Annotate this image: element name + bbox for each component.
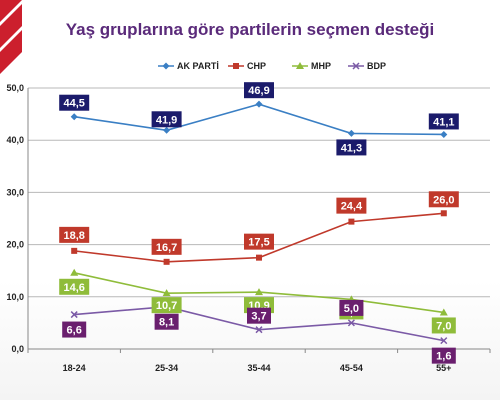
data-label-box-3-3: [339, 299, 364, 316]
data-label-0-4: 41,1: [433, 116, 454, 128]
data-label-3-1: 8,1: [159, 317, 174, 329]
data-label-box-3-0: [62, 321, 87, 338]
legend-label-2: MHP: [311, 61, 331, 71]
data-label-1-1: 16,7: [156, 242, 177, 254]
data-point-1-3: [348, 218, 355, 225]
x-tick-label-4: 55+: [436, 363, 451, 373]
data-label-box-3-2: [247, 307, 271, 324]
y-tick-label-0: 0,0: [11, 344, 24, 354]
data-point-1-1: [163, 258, 170, 265]
data-label-box-1-2: [244, 233, 274, 250]
data-label-box-3-4: [431, 347, 456, 364]
data-point-1-2: [256, 254, 262, 261]
chart-title: Yaş gruplarına göre partilerin seçmen de…: [65, 20, 435, 39]
data-label-1-4: 26,0: [433, 194, 454, 206]
data-label-3-2: 3,7: [251, 311, 266, 323]
y-tick-label-5: 50,0: [6, 83, 24, 93]
data-label-box-2-4: [431, 317, 456, 334]
data-point-1-0: [71, 247, 78, 254]
corner-decoration-middle: [0, 4, 22, 48]
data-point-0-0: [70, 113, 78, 121]
y-tick-label-2: 20,0: [6, 240, 24, 250]
series-line-0: [74, 103, 444, 136]
data-label-box-1-1: [151, 238, 182, 255]
data-point-0-1: [163, 126, 171, 134]
y-tick-label-4: 40,0: [6, 135, 24, 145]
data-label-0-1: 41,9: [156, 114, 177, 126]
x-tick-label-0: 18-24: [63, 363, 86, 373]
x-tick-label-2: 35-44: [247, 363, 270, 373]
data-point-3-4: [440, 337, 448, 345]
data-label-3-0: 6,6: [67, 325, 82, 337]
data-label-3-3: 5,0: [344, 303, 359, 315]
data-point-2-0: [70, 268, 79, 276]
y-tick-label-3: 30,0: [6, 187, 24, 197]
data-point-0-3: [347, 129, 355, 137]
data-label-2-4: 7,0: [436, 320, 451, 332]
data-label-box-0-4: [428, 113, 459, 130]
data-point-2-4: [439, 308, 448, 316]
data-point-1-4: [440, 210, 447, 217]
legend-marker-2: [296, 62, 304, 69]
data-point-2-2: [255, 288, 263, 296]
corner-decoration-bottom: [0, 30, 22, 74]
data-label-0-0: 44,5: [63, 98, 84, 110]
data-point-3-3: [347, 319, 355, 327]
legend-label-1: CHP: [247, 61, 266, 71]
data-label-0-3: 41,3: [341, 142, 362, 154]
data-label-box-1-4: [428, 191, 459, 208]
legend-label-0: AK PARTİ: [177, 61, 219, 71]
data-point-3-2: [255, 326, 263, 334]
data-label-box-0-2: [244, 82, 274, 99]
corner-decoration-top: [0, 0, 22, 22]
legend-marker-1: [233, 63, 239, 69]
data-point-0-4: [440, 130, 448, 138]
data-label-box-0-3: [336, 139, 367, 156]
data-label-box-1-0: [59, 226, 90, 243]
data-label-0-2: 46,9: [248, 85, 269, 97]
data-point-2-1: [162, 289, 171, 297]
y-tick-label-1: 10,0: [6, 292, 24, 302]
data-label-1-0: 18,8: [63, 230, 84, 242]
legend-marker-0: [162, 62, 170, 70]
data-label-box-2-1: [151, 297, 182, 314]
data-label-2-0: 14,6: [63, 282, 84, 294]
data-label-2-1: 10,7: [156, 300, 177, 312]
legend-marker-3: [352, 62, 360, 70]
data-point-0-2: [255, 100, 263, 108]
data-label-3-4: 1,6: [436, 351, 451, 363]
data-label-box-0-0: [59, 94, 90, 111]
data-label-1-2: 17,5: [248, 237, 269, 249]
x-tick-label-3: 45-54: [340, 363, 363, 373]
data-label-box-0-1: [151, 111, 182, 128]
data-point-3-0: [70, 311, 78, 319]
data-label-box-3-1: [154, 313, 179, 330]
data-label-1-3: 24,4: [341, 201, 363, 213]
data-label-box-1-3: [336, 197, 367, 214]
data-label-box-2-0: [59, 278, 90, 295]
x-tick-label-1: 25-34: [155, 363, 178, 373]
legend-label-3: BDP: [367, 61, 386, 71]
